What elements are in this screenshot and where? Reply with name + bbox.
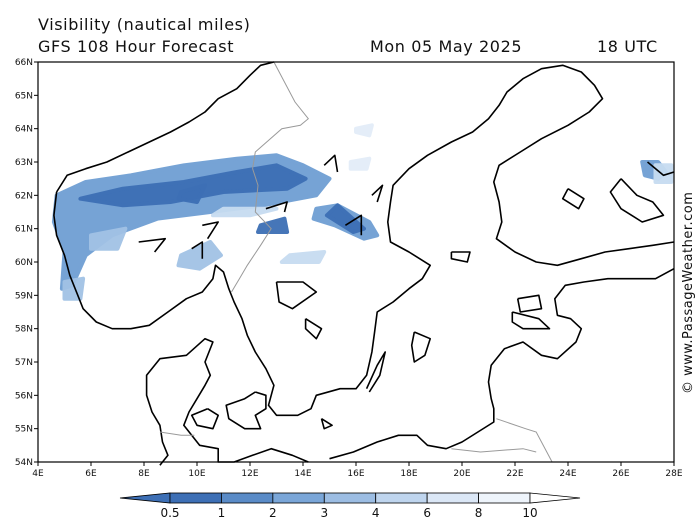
lon-label-10E: 10E bbox=[188, 469, 205, 479]
legend-swatch-7 bbox=[478, 492, 531, 504]
coastline-22 bbox=[138, 237, 166, 253]
map-background bbox=[38, 62, 674, 462]
lon-label-16E: 16E bbox=[347, 469, 364, 479]
watermark-text: © www.PassageWeather.com bbox=[681, 192, 696, 394]
coastline-19 bbox=[344, 214, 363, 236]
lon-label-24E: 24E bbox=[559, 469, 576, 479]
lat-label-57N: 57N bbox=[15, 358, 33, 368]
visibility-area-4 bbox=[256, 216, 290, 234]
lat-label-62N: 62N bbox=[15, 191, 33, 201]
legend-swatch-4 bbox=[323, 492, 377, 504]
coastline-6 bbox=[190, 407, 219, 430]
lon-label-8E: 8E bbox=[138, 469, 150, 479]
country-border-1 bbox=[231, 61, 309, 293]
country-border-2 bbox=[159, 431, 195, 436]
legend-label-10: 10 bbox=[522, 506, 537, 520]
lon-label-26E: 26E bbox=[612, 469, 629, 479]
watermark: © www.PassageWeather.com bbox=[679, 150, 697, 400]
map-title: Visibility (nautical miles) bbox=[38, 15, 251, 34]
coastline-10 bbox=[516, 294, 543, 313]
visibility-area-15 bbox=[653, 163, 674, 184]
lat-label-66N: 66N bbox=[15, 58, 33, 68]
lon-label-6E: 6E bbox=[85, 469, 97, 479]
visibility-area-10 bbox=[210, 206, 279, 218]
lat-label-61N: 61N bbox=[15, 225, 33, 235]
watermark-svg: © www.PassageWeather.com bbox=[681, 192, 696, 394]
lon-label-18E: 18E bbox=[400, 469, 417, 479]
legend-label-2: 2 bbox=[269, 506, 277, 520]
lat-label-64N: 64N bbox=[15, 125, 33, 135]
coastline-11 bbox=[511, 311, 551, 330]
lat-label-56N: 56N bbox=[15, 391, 33, 401]
lat-label-58N: 58N bbox=[15, 325, 33, 335]
visibility-area-7 bbox=[176, 240, 223, 271]
coastline-14 bbox=[450, 251, 471, 263]
lon-label-4E: 4E bbox=[32, 469, 44, 479]
visibility-area-6 bbox=[324, 203, 366, 234]
coastline-2 bbox=[53, 64, 675, 417]
lat-label-65N: 65N bbox=[15, 91, 33, 101]
lat-label-54N: 54N bbox=[15, 458, 33, 468]
legend-label-0.5: 0.5 bbox=[160, 506, 179, 520]
legend-swatch-3 bbox=[272, 492, 325, 504]
coastline-8 bbox=[410, 331, 432, 363]
coastline-7 bbox=[320, 418, 333, 430]
legend-swatch-2 bbox=[221, 492, 274, 504]
coastline-1 bbox=[55, 61, 275, 193]
country-border-3 bbox=[496, 418, 553, 463]
lon-label-12E: 12E bbox=[241, 469, 258, 479]
coastline-13 bbox=[304, 318, 323, 340]
visibility-legend: 0.5 1 2 3 4 6 8 10 bbox=[119, 492, 581, 520]
lon-label-22E: 22E bbox=[506, 469, 523, 479]
country-border-4 bbox=[451, 448, 537, 453]
visibility-area-11 bbox=[279, 250, 327, 264]
coastline-18 bbox=[646, 161, 675, 177]
coastline-24 bbox=[191, 241, 204, 259]
legend-arrow-low bbox=[119, 492, 171, 504]
coastline-20 bbox=[323, 154, 339, 173]
legend-label-6: 6 bbox=[423, 506, 431, 520]
visibility-area-12 bbox=[348, 156, 372, 171]
coastline-23 bbox=[202, 221, 219, 240]
lon-label-28E: 28E bbox=[665, 469, 682, 479]
forecast-date: Mon 05 May 2025 bbox=[370, 37, 523, 56]
forecast-subtitle: GFS 108 Hour Forecast bbox=[38, 37, 235, 56]
coastline-9 bbox=[365, 351, 387, 393]
lon-label-14E: 14E bbox=[294, 469, 311, 479]
coastline-12 bbox=[275, 281, 318, 310]
lon-label-20E: 20E bbox=[453, 469, 470, 479]
lat-label-59N: 59N bbox=[15, 291, 33, 301]
visibility-area-8 bbox=[62, 276, 86, 301]
longitude-axis: 4E 6E 8E 10E 12E 14E 16E 18E 20E 22E 24E 26E 28E bbox=[32, 462, 683, 479]
legend-label-4: 4 bbox=[372, 506, 380, 520]
legend-label-1: 1 bbox=[218, 506, 226, 520]
coastline-17 bbox=[561, 188, 585, 210]
legend-arrow-high bbox=[529, 492, 581, 504]
legend-swatch-6 bbox=[426, 492, 479, 504]
legend-swatch-1 bbox=[169, 492, 222, 504]
legend-label-8: 8 bbox=[475, 506, 483, 520]
coastline-15 bbox=[371, 184, 384, 203]
visibility-area-2 bbox=[78, 163, 308, 208]
coastline-21 bbox=[265, 201, 288, 213]
visibility-area-13 bbox=[354, 123, 374, 138]
forecast-time: 18 UTC bbox=[597, 37, 658, 56]
lat-label-55N: 55N bbox=[15, 425, 33, 435]
visibility-shading-layer bbox=[51, 123, 674, 301]
coastline-5 bbox=[225, 391, 267, 430]
country-border-layer bbox=[159, 61, 553, 463]
coastline-3 bbox=[329, 267, 675, 460]
lat-label-60N: 60N bbox=[15, 258, 33, 268]
visibility-area-3 bbox=[176, 183, 207, 204]
latitude-axis: 66N 65N 64N 63N 62N 61N 60N 59N 58N 57N 56N 55N 54N bbox=[15, 58, 38, 468]
legend-swatch-5 bbox=[375, 492, 428, 504]
coastline-16 bbox=[609, 178, 665, 223]
visibility-area-9 bbox=[89, 226, 128, 251]
legend-label-3: 3 bbox=[320, 506, 328, 520]
lat-label-63N: 63N bbox=[15, 158, 33, 168]
